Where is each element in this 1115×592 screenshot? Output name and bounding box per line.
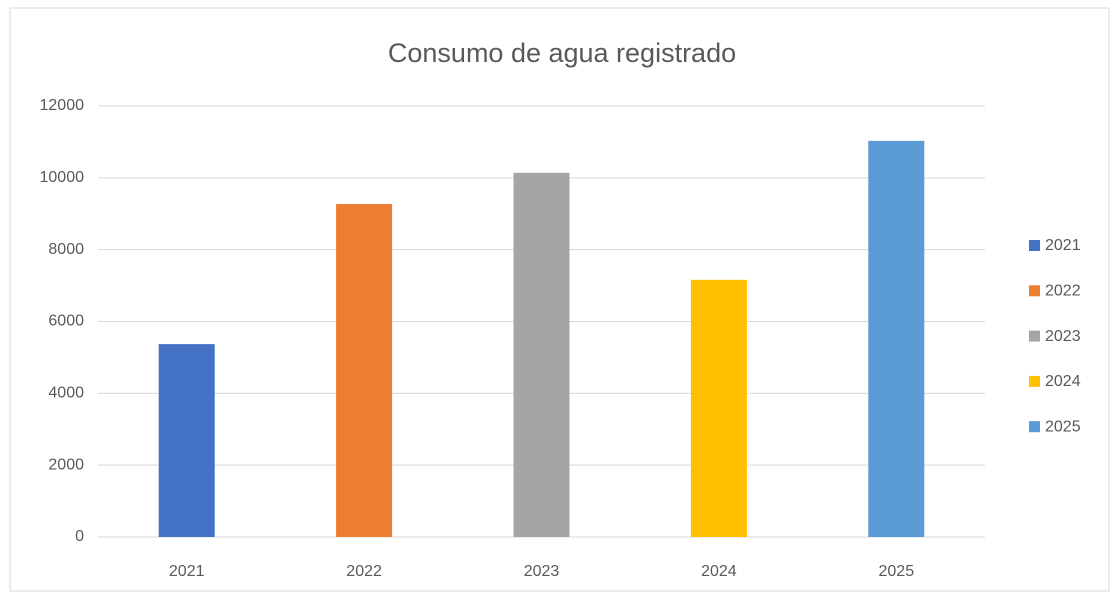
bar [513,172,570,537]
y-tick-label: 8000 [48,241,84,258]
bar [336,204,393,538]
bar [690,279,747,537]
legend-label: 2023 [1045,328,1081,345]
x-tick-label: 2025 [879,563,915,580]
legend-swatch [1029,421,1040,433]
bar [158,344,215,537]
legend-label: 2024 [1045,373,1081,390]
y-tick-label: 10000 [40,169,85,186]
legend-swatch [1029,285,1040,297]
x-tick-label: 2024 [701,563,737,580]
y-tick-label: 0 [75,528,84,545]
chart-title: Consumo de agua registrado [388,38,736,68]
legend-swatch [1029,375,1040,387]
x-tick-label: 2023 [524,563,560,580]
x-tick-label: 2022 [346,563,382,580]
legend-label: 2021 [1045,237,1081,254]
x-tick-label: 2021 [169,563,205,580]
y-tick-label: 6000 [48,313,84,330]
y-tick-label: 12000 [40,97,85,114]
y-tick-label: 2000 [48,456,84,473]
y-tick-label: 4000 [48,385,84,402]
legend-label: 2022 [1045,283,1081,300]
legend-swatch [1029,240,1040,251]
legend-label: 2025 [1045,418,1081,435]
bar [868,140,925,537]
legend-swatch [1029,330,1040,342]
